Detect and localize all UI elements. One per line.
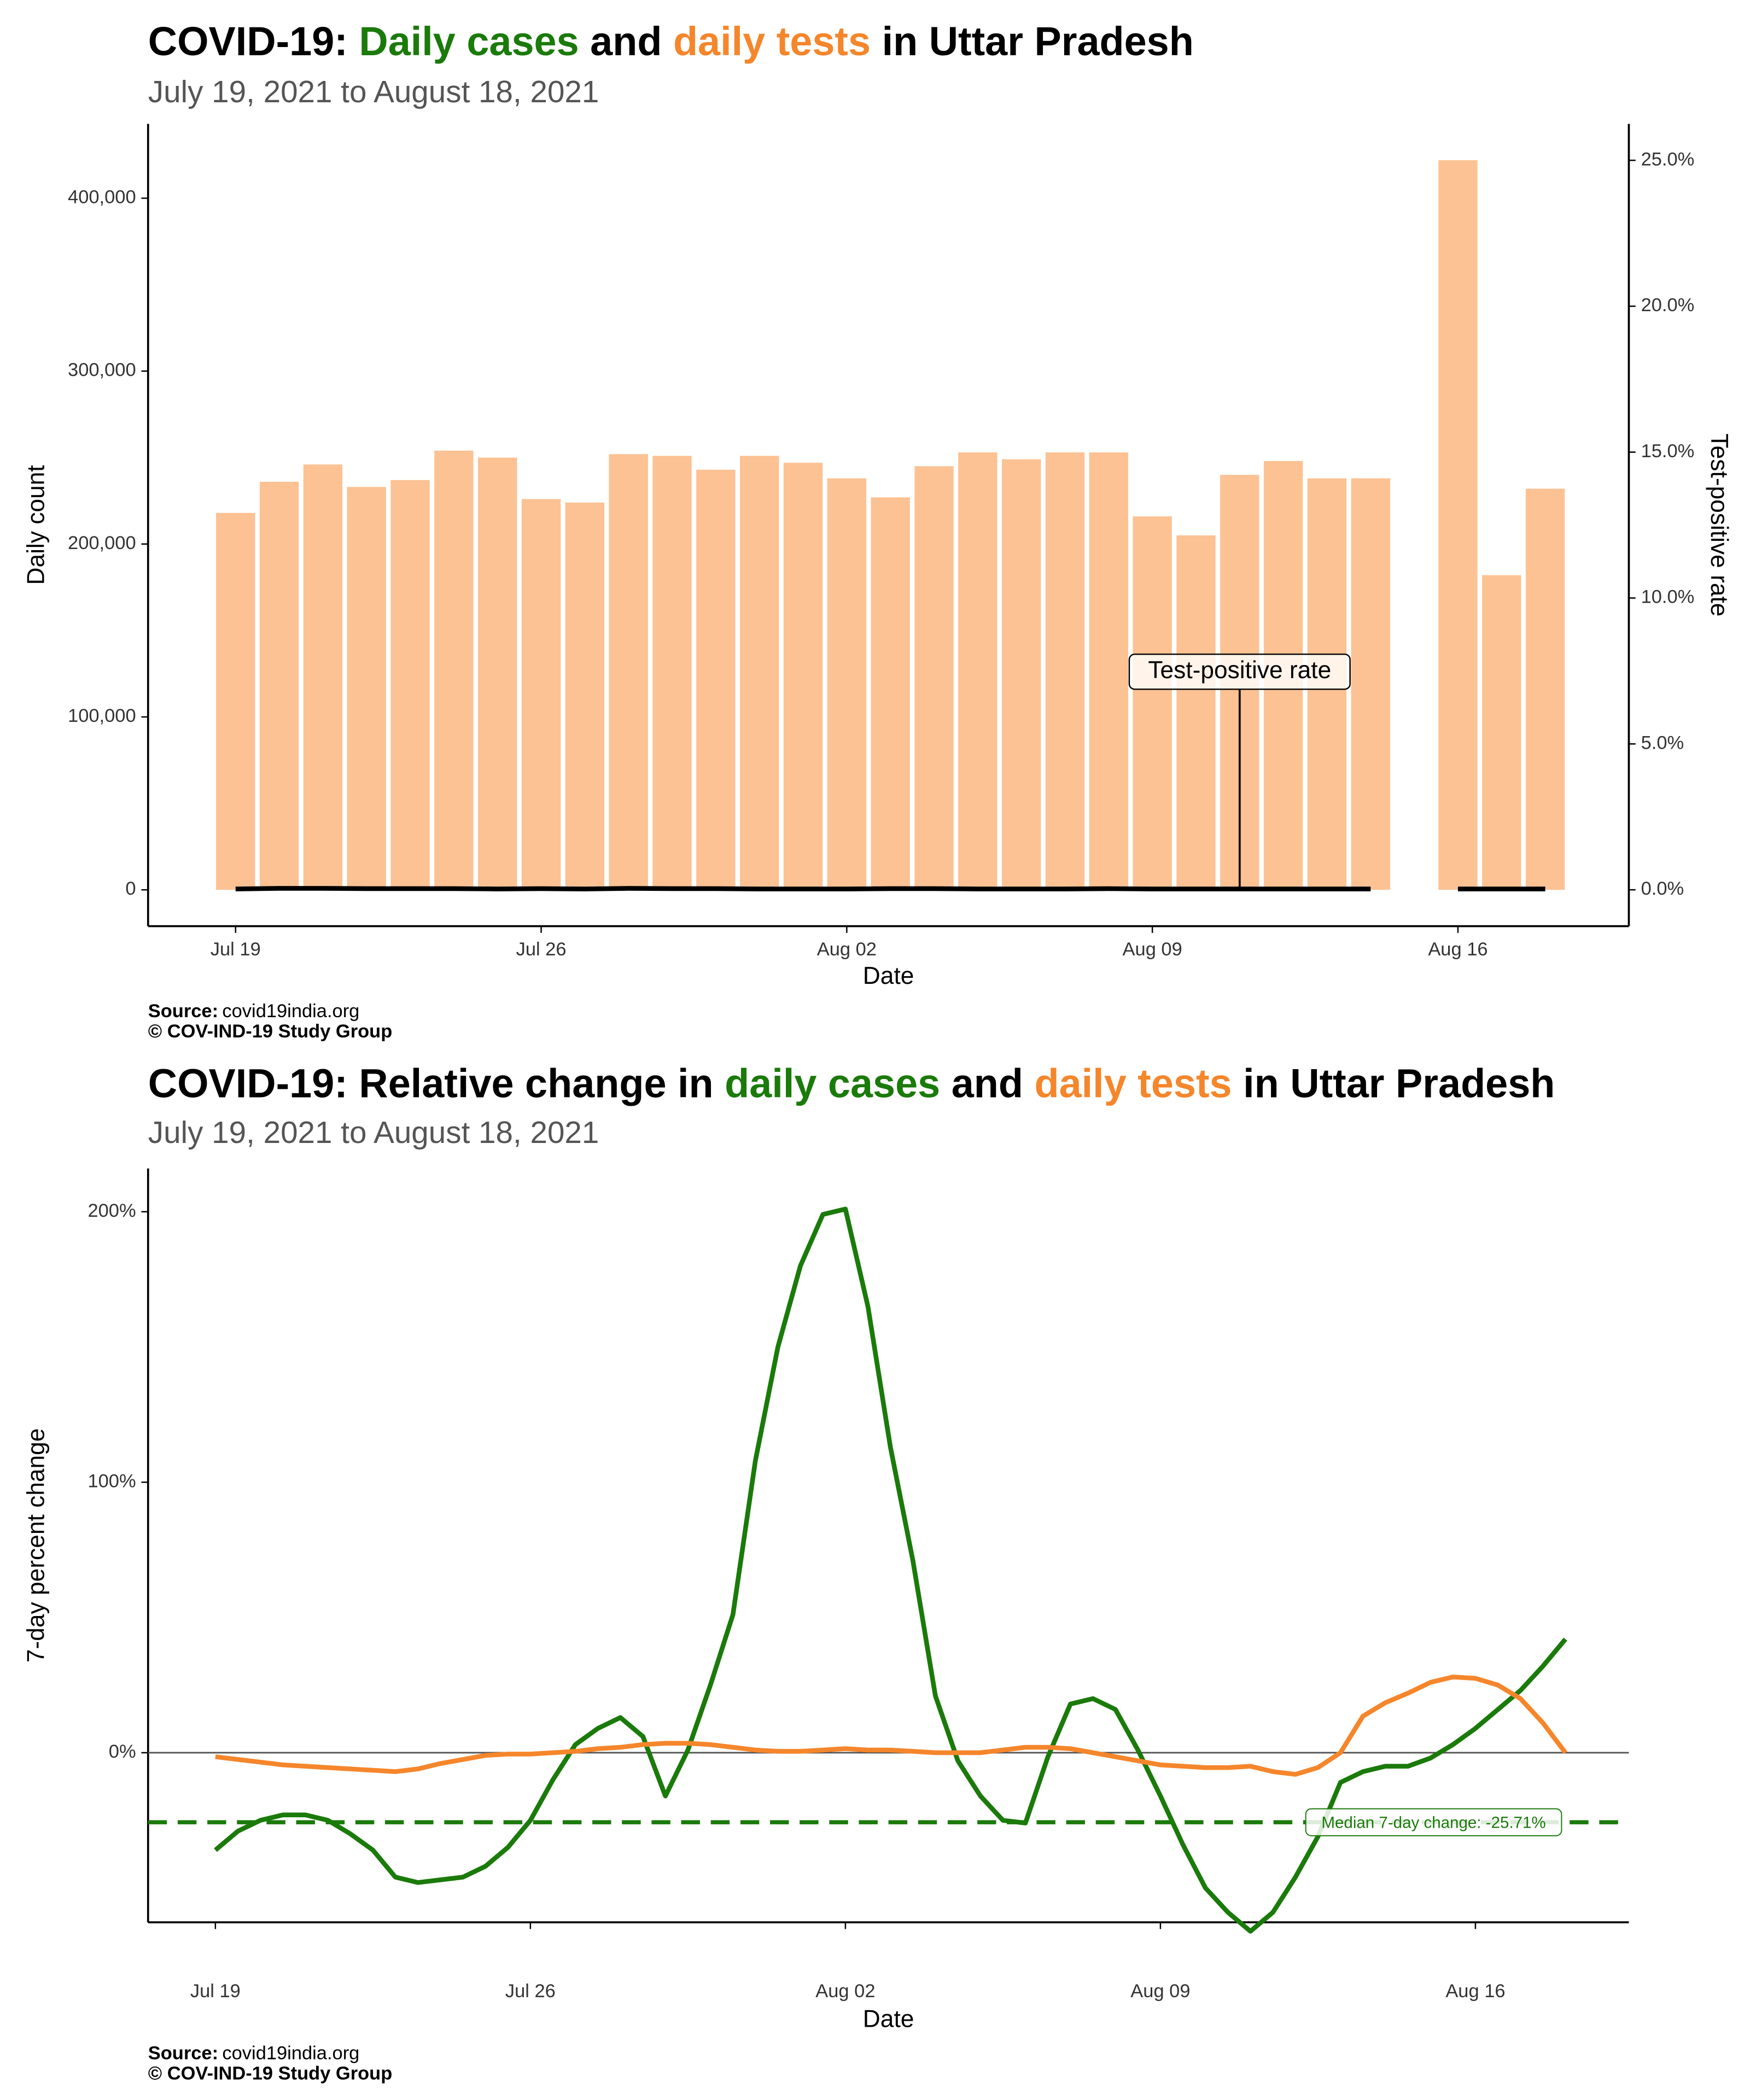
- y-axis-title: Daily count: [23, 465, 50, 585]
- x-tick-label: Aug 02: [815, 1981, 875, 2002]
- y2-axis-title: Test-positive rate: [1706, 434, 1732, 617]
- annotation-label: Test-positive rate: [1148, 657, 1331, 684]
- y2-tick-label: 10.0%: [1641, 587, 1695, 608]
- bar: [1176, 535, 1216, 890]
- bar: [696, 469, 736, 890]
- bar: [1525, 488, 1565, 890]
- title-part: in Uttar Pradesh: [1232, 1060, 1555, 1106]
- y-tick-label: 300,000: [68, 360, 136, 381]
- title-part: and: [579, 19, 673, 64]
- bar: [958, 452, 998, 890]
- y-axis-title: 7-day percent change: [23, 1428, 50, 1663]
- x-tick-label: Aug 09: [1123, 939, 1182, 960]
- title-part: Daily cases: [359, 19, 579, 64]
- title-part: daily cases: [725, 1060, 940, 1106]
- x-axis-title: Date: [863, 962, 914, 989]
- y2-tick-label: 5.0%: [1641, 732, 1684, 753]
- bar: [434, 451, 474, 890]
- source-label: Source:: [148, 2043, 218, 2063]
- y-tick-label: 0%: [109, 1741, 136, 1762]
- y-tick-label: 0: [125, 878, 136, 899]
- bar: [652, 456, 692, 890]
- copyright: © COV-IND-19 Study Group: [148, 2063, 393, 2084]
- bar: [914, 466, 954, 890]
- y-tick-label: 100%: [88, 1471, 136, 1491]
- title-part: in Uttar Pradesh: [871, 19, 1194, 64]
- source-label: Source:: [148, 1001, 218, 1022]
- series-line: [214, 1206, 1567, 1934]
- bar: [1351, 478, 1390, 890]
- y2-tick-label: 0.0%: [1641, 878, 1684, 899]
- bar: [347, 487, 386, 890]
- title-part: COVID-19: Relative change in: [148, 1060, 725, 1106]
- title-part: daily tests: [1035, 1060, 1232, 1106]
- bar: [521, 499, 561, 890]
- title-part: and: [940, 1060, 1034, 1106]
- chart-subtitle: July 19, 2021 to August 18, 2021: [148, 74, 599, 109]
- bar: [1089, 452, 1129, 890]
- y-tick-label: 200%: [88, 1200, 136, 1221]
- median-label-box: [1305, 1808, 1562, 1836]
- chart-title: COVID-19: Daily cases and daily tests in…: [148, 19, 1194, 64]
- bar: [783, 463, 823, 890]
- x-tick-label: Jul 26: [505, 1981, 556, 2002]
- x-tick-label: Jul 19: [211, 939, 261, 960]
- bar: [390, 480, 430, 890]
- source: Source: covid19india.org: [148, 2043, 360, 2063]
- source-text: covid19india.org: [222, 1001, 359, 1022]
- tpr-line: [235, 886, 1371, 891]
- x-axis-title: Date: [863, 2005, 914, 2032]
- bar: [1133, 516, 1172, 890]
- x-tick-label: Aug 16: [1445, 1981, 1505, 2002]
- series-line: [215, 1675, 1567, 1777]
- bar: [1045, 452, 1085, 890]
- bar: [827, 478, 867, 890]
- x-tick-label: Aug 02: [817, 939, 877, 960]
- bar: [1482, 575, 1521, 890]
- x-tick-label: Aug 09: [1130, 1981, 1190, 2002]
- annotation-box: [1128, 654, 1351, 690]
- bar: [1438, 160, 1478, 890]
- y2-tick-label: 25.0%: [1641, 149, 1695, 170]
- bar: [740, 456, 779, 890]
- copyright: © COV-IND-19 Study Group: [148, 1021, 393, 1042]
- y2-tick-label: 20.0%: [1641, 295, 1695, 316]
- chart-subtitle: July 19, 2021 to August 18, 2021: [148, 1115, 599, 1150]
- x-tick-label: Jul 19: [190, 1981, 241, 2002]
- bar: [259, 481, 299, 890]
- bar: [216, 512, 255, 890]
- source: Source: covid19india.org: [148, 1001, 360, 1022]
- chart-title: COVID-19: Relative change in daily cases…: [148, 1060, 1555, 1106]
- y-tick-label: 200,000: [68, 533, 136, 553]
- y-tick-label: 100,000: [68, 705, 136, 726]
- bar: [1001, 459, 1041, 890]
- x-tick-label: Aug 16: [1428, 939, 1488, 960]
- x-tick-label: Jul 26: [516, 939, 567, 960]
- y2-tick-label: 15.0%: [1641, 441, 1695, 462]
- y-tick-label: 400,000: [68, 187, 136, 208]
- title-part: COVID-19:: [148, 19, 359, 64]
- bar: [565, 502, 605, 890]
- bar: [609, 454, 648, 890]
- bar: [871, 497, 910, 890]
- title-part: daily tests: [673, 19, 871, 64]
- bar: [303, 464, 343, 890]
- source-text: covid19india.org: [222, 2043, 359, 2063]
- bar: [478, 457, 517, 890]
- median-label: Median 7-day change: -25.71%: [1321, 1813, 1545, 1831]
